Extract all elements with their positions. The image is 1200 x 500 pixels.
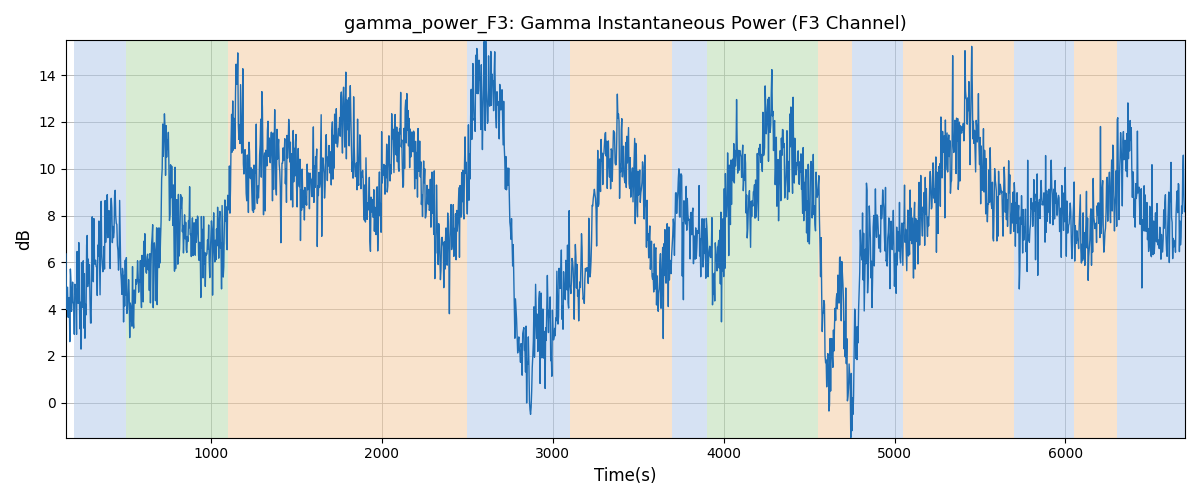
Bar: [126, 40, 228, 438]
Bar: [904, 40, 1014, 438]
Bar: [570, 40, 672, 438]
Bar: [228, 40, 468, 438]
X-axis label: Time(s): Time(s): [594, 467, 656, 485]
Bar: [1014, 40, 1074, 438]
Bar: [74, 40, 126, 438]
Bar: [1117, 40, 1184, 438]
Bar: [672, 40, 707, 438]
Bar: [852, 40, 904, 438]
Bar: [817, 40, 852, 438]
Title: gamma_power_F3: Gamma Instantaneous Power (F3 Channel): gamma_power_F3: Gamma Instantaneous Powe…: [344, 15, 907, 34]
Y-axis label: dB: dB: [16, 228, 34, 250]
Bar: [468, 40, 570, 438]
Bar: [707, 40, 817, 438]
Bar: [1074, 40, 1117, 438]
